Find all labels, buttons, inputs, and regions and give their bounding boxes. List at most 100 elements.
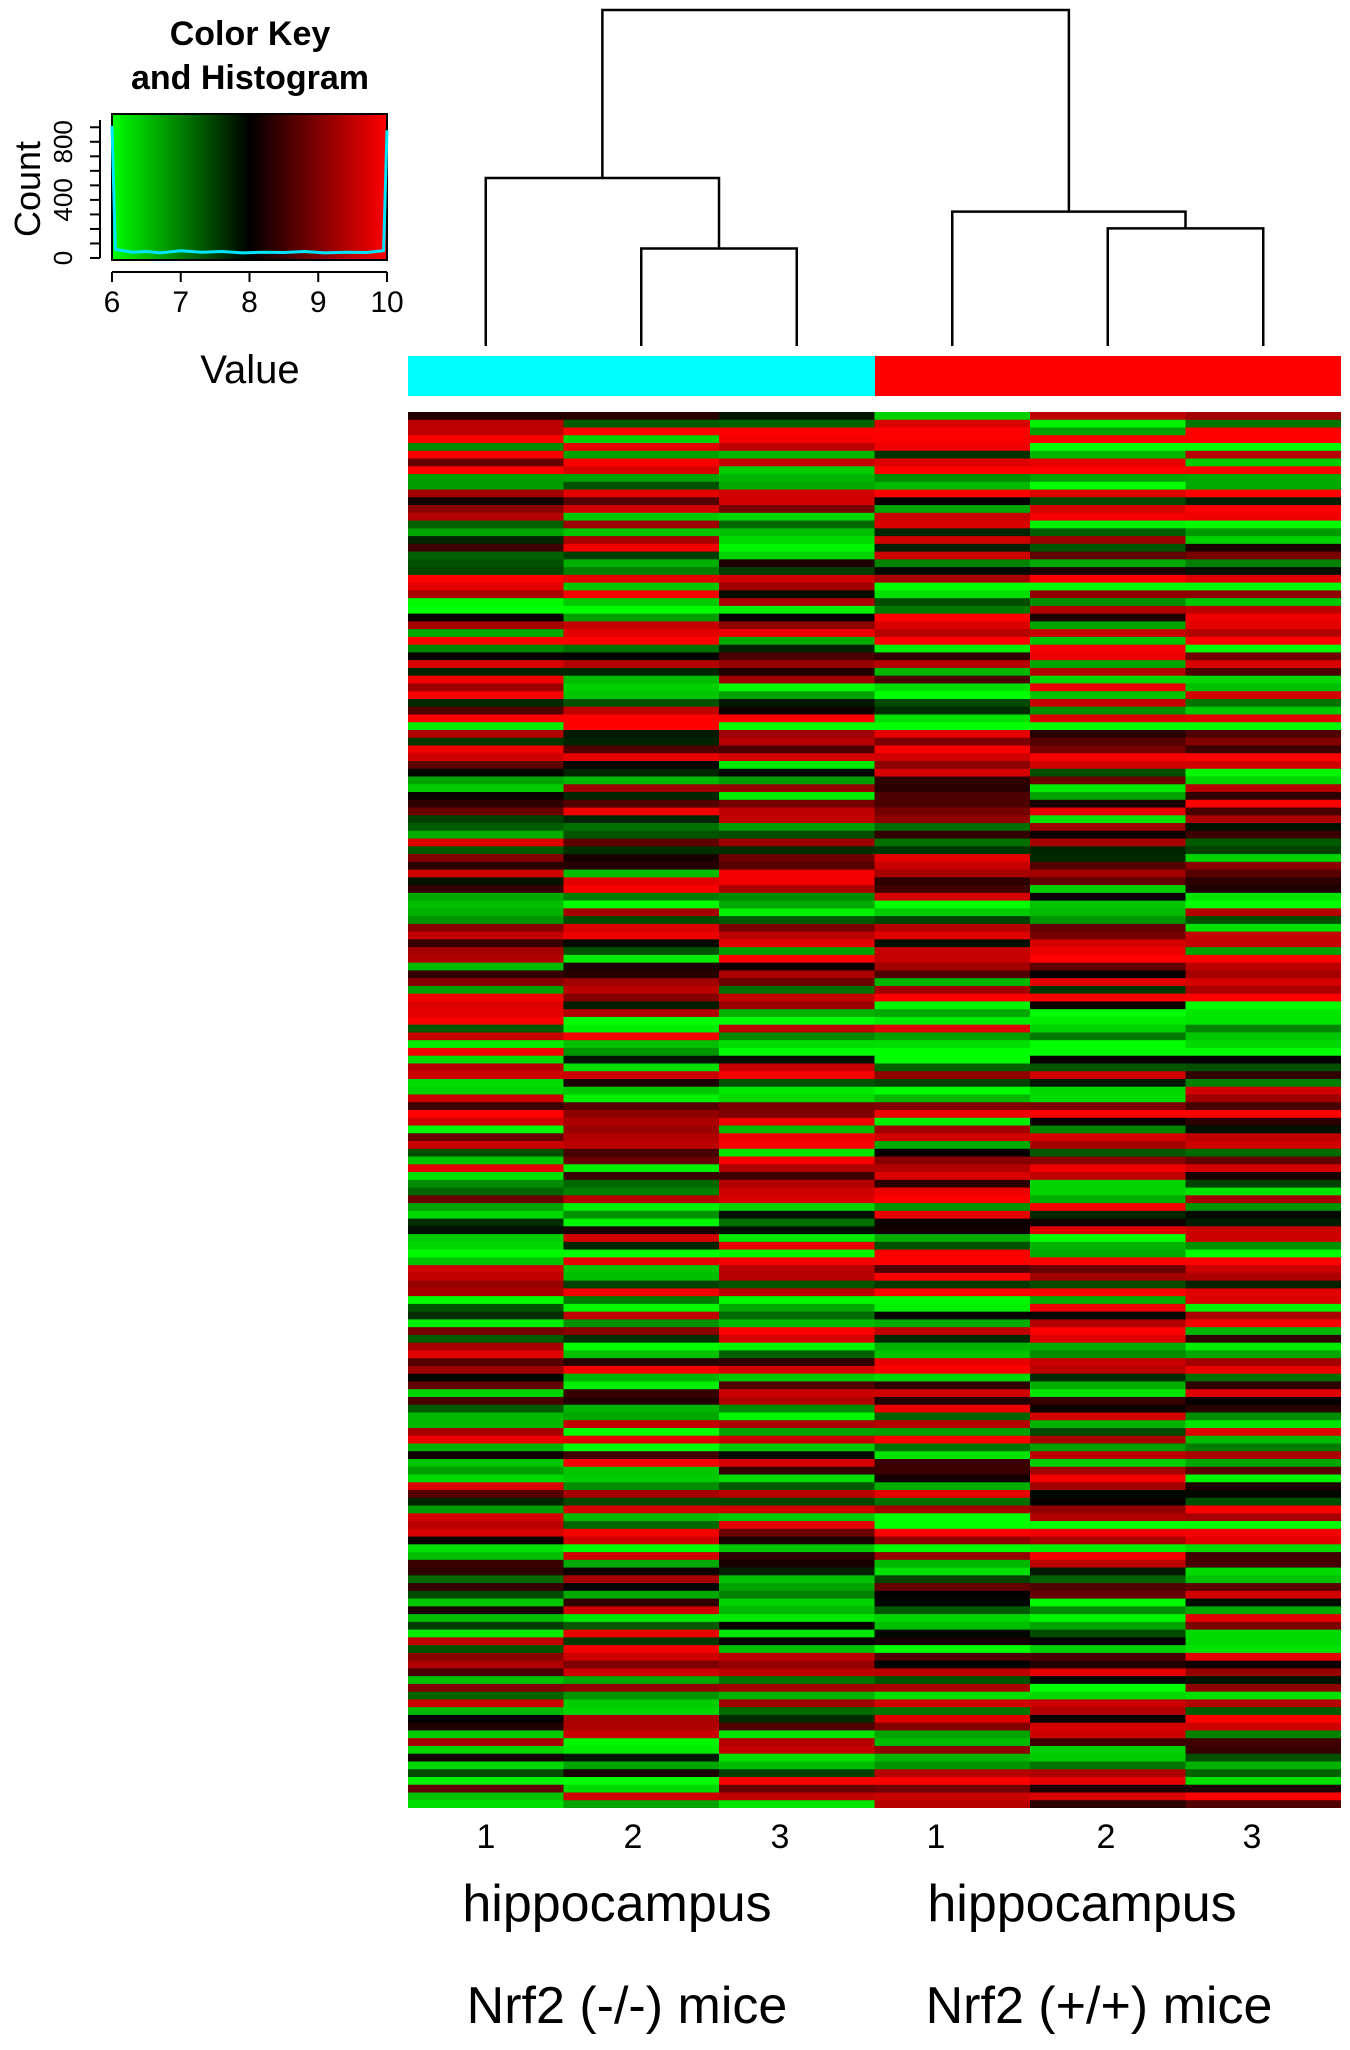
heatmap-cell bbox=[874, 1427, 1031, 1437]
heatmap-cell bbox=[1030, 1303, 1187, 1313]
heatmap-cell bbox=[563, 683, 720, 692]
heatmap-cell bbox=[874, 1102, 1031, 1111]
heatmap-cell bbox=[719, 1334, 876, 1344]
heatmap-cell bbox=[1185, 1172, 1341, 1181]
heatmap-cell bbox=[719, 1396, 876, 1406]
heatmap-cell bbox=[1185, 1117, 1341, 1127]
heatmap-cell bbox=[874, 885, 1031, 894]
heatmap-cell bbox=[563, 1769, 720, 1778]
heatmap-cell bbox=[408, 1459, 565, 1468]
heatmap-cell bbox=[1030, 1280, 1187, 1289]
heatmap-cell bbox=[408, 427, 565, 436]
heatmap-cell bbox=[1030, 683, 1187, 692]
heatmap-cell bbox=[719, 1784, 876, 1794]
heatmap-cell bbox=[563, 1800, 720, 1808]
heatmap-cell bbox=[1030, 970, 1187, 979]
heatmap-cell bbox=[563, 823, 720, 832]
heatmap-cell bbox=[874, 582, 1031, 591]
heatmap-cell bbox=[408, 1676, 565, 1685]
heatmap-cell bbox=[563, 644, 720, 654]
heatmap-cell bbox=[408, 1769, 565, 1778]
heatmap-cell bbox=[719, 1761, 876, 1770]
heatmap-cell bbox=[874, 1350, 1031, 1359]
heatmap-cell bbox=[874, 923, 1031, 933]
heatmap-cell bbox=[719, 1427, 876, 1437]
heatmap-cell bbox=[408, 1148, 565, 1158]
heatmap-cell bbox=[719, 807, 876, 816]
heatmap-cell bbox=[1030, 846, 1187, 855]
heatmap-cell bbox=[563, 1482, 720, 1491]
heatmap-cell bbox=[1185, 1412, 1341, 1421]
heatmap-cell bbox=[1185, 1769, 1341, 1778]
heatmap-cell bbox=[1185, 1474, 1341, 1483]
heatmap-cell bbox=[408, 947, 565, 956]
heatmap-cell bbox=[1185, 1583, 1341, 1592]
heatmap-cell bbox=[408, 1001, 565, 1010]
heatmap-cell bbox=[1185, 1722, 1341, 1732]
heatmap-cell bbox=[719, 768, 876, 778]
heatmap-cell bbox=[719, 1016, 876, 1026]
heatmap-grid bbox=[408, 412, 1341, 1808]
heatmap-cell bbox=[563, 978, 720, 987]
heatmap-cell bbox=[408, 1210, 565, 1220]
heatmap-cell bbox=[1030, 1071, 1187, 1080]
heatmap-cell bbox=[874, 1621, 1031, 1631]
heatmap-cell bbox=[719, 714, 876, 723]
heatmap-cell bbox=[1030, 1125, 1187, 1134]
heatmap-cell bbox=[1030, 954, 1187, 964]
heatmap-cell bbox=[719, 1241, 876, 1251]
heatmap-cell bbox=[408, 916, 565, 925]
heatmap-cell bbox=[563, 1552, 720, 1561]
heatmap-cell bbox=[1030, 1195, 1187, 1204]
heatmap-cell bbox=[874, 621, 1031, 630]
heatmap-cell bbox=[874, 629, 1031, 638]
heatmap-cell bbox=[563, 970, 720, 979]
heatmap-cell bbox=[1030, 1435, 1187, 1445]
heatmap-cell bbox=[1030, 869, 1187, 878]
heatmap-cell bbox=[563, 1668, 720, 1677]
heatmap-cell bbox=[874, 985, 1031, 995]
heatmap-cell bbox=[874, 931, 1031, 940]
heatmap-cell bbox=[563, 1490, 720, 1499]
heatmap-cell bbox=[1185, 1792, 1341, 1801]
heatmap-cell bbox=[1030, 1800, 1187, 1808]
heatmap-cell bbox=[1030, 1606, 1187, 1615]
heatmap-cell bbox=[408, 1559, 565, 1569]
heatmap-cell bbox=[563, 729, 720, 739]
heatmap-cell bbox=[408, 978, 565, 987]
heatmap-cell bbox=[563, 652, 720, 661]
heatmap-cell bbox=[563, 1784, 720, 1794]
heatmap-cell bbox=[408, 1505, 565, 1514]
heatmap-cell bbox=[1185, 970, 1341, 979]
heatmap-cell bbox=[408, 1784, 565, 1794]
heatmap-cell bbox=[1030, 652, 1187, 661]
heatmap-cell bbox=[1030, 1575, 1187, 1584]
heatmap-cell bbox=[408, 939, 565, 948]
heatmap-cell bbox=[719, 1730, 876, 1739]
heatmap-cell bbox=[1185, 753, 1341, 762]
heatmap-cell bbox=[719, 1148, 876, 1158]
heatmap-cell bbox=[874, 1645, 1031, 1654]
heatmap-cell bbox=[1185, 1094, 1341, 1103]
heatmap-cell bbox=[563, 1776, 720, 1786]
heatmap-cell bbox=[1185, 761, 1341, 770]
heatmap-cell bbox=[1185, 481, 1341, 491]
heatmap-cell bbox=[1030, 1466, 1187, 1476]
heatmap-cell bbox=[874, 1637, 1031, 1646]
heatmap-cell bbox=[563, 1707, 720, 1716]
heatmap-cell bbox=[563, 1614, 720, 1623]
heatmap-cell bbox=[408, 815, 565, 824]
heatmap-cell bbox=[563, 706, 720, 716]
heatmap-cell bbox=[408, 1195, 565, 1204]
heatmap-cell bbox=[563, 1451, 720, 1460]
heatmap-cell bbox=[563, 1714, 720, 1724]
heatmap-cell bbox=[563, 1288, 720, 1297]
heatmap-cell bbox=[874, 1497, 1031, 1507]
heatmap-cell bbox=[563, 900, 720, 909]
heatmap-cell bbox=[1185, 1210, 1341, 1220]
color-key-y-tick-label: 800 bbox=[48, 120, 78, 163]
heatmap-cell bbox=[563, 551, 720, 560]
heatmap-cell bbox=[1030, 1210, 1187, 1220]
heatmap-cell bbox=[1030, 908, 1187, 917]
heatmap-cell bbox=[719, 1164, 876, 1173]
